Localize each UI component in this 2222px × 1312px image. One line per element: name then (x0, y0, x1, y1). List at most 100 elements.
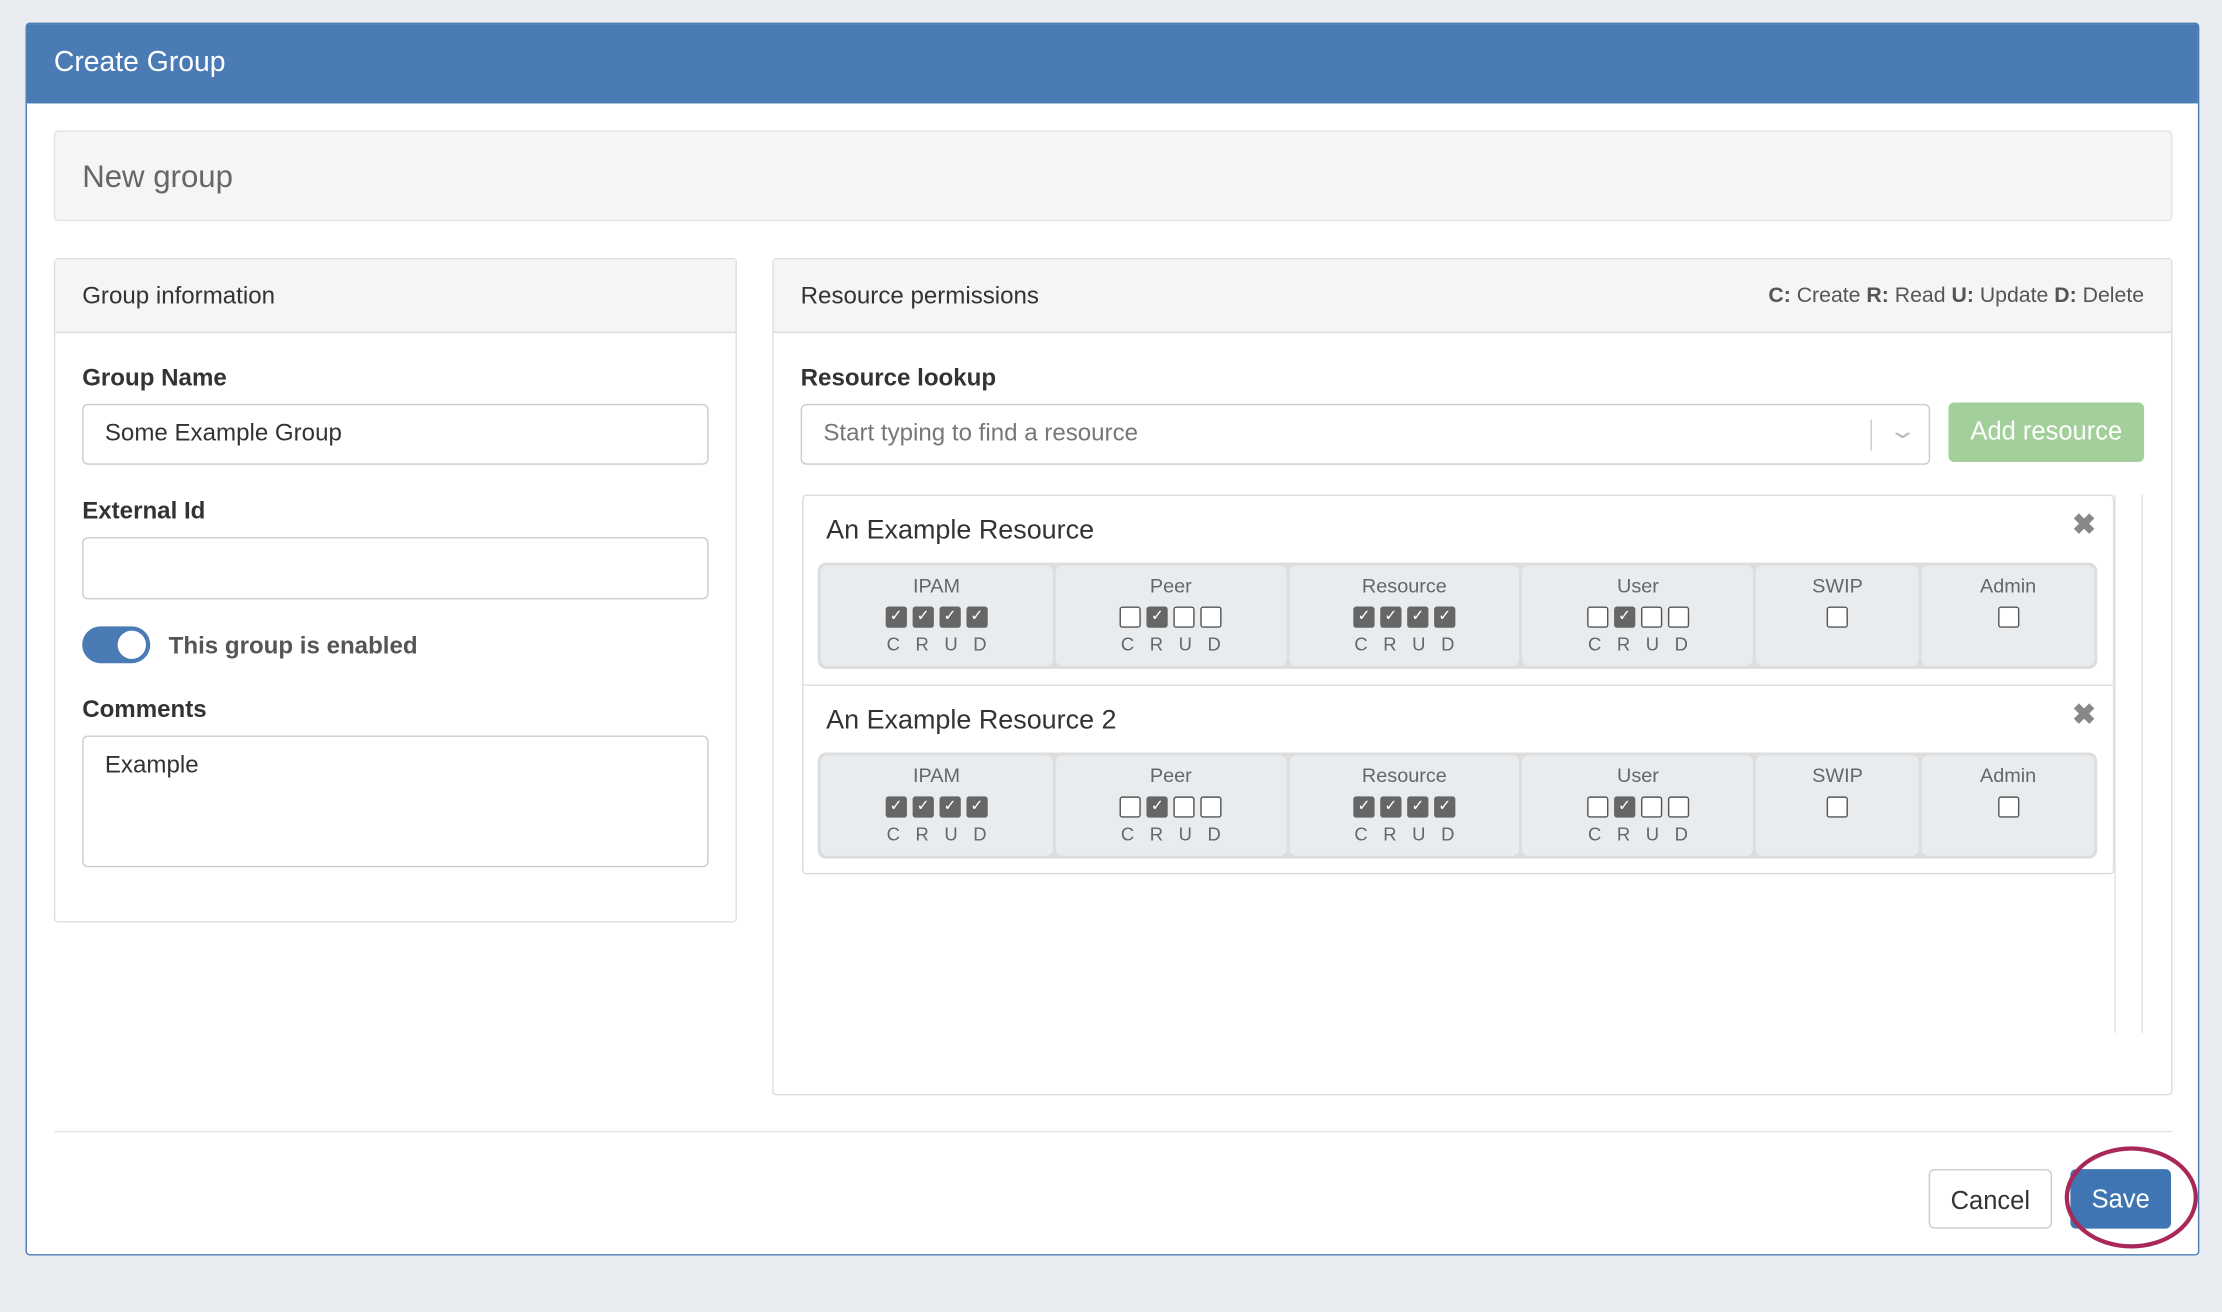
permission-checkbox[interactable]: ✓ (1353, 796, 1375, 818)
permission-checkbox[interactable] (1640, 606, 1663, 628)
legend-key: R: (1866, 283, 1889, 308)
permission-group-admin: Admin (1921, 755, 2095, 856)
permission-checkbox[interactable] (1586, 796, 1609, 818)
permission-checkbox[interactable]: ✓ (1380, 796, 1402, 818)
crud-letter: U (1645, 823, 1660, 845)
permission-group-swip: SWIP (1756, 755, 1919, 856)
chevron-down-icon[interactable]: ⌄ (1886, 419, 1918, 444)
resource-item: An Example Resource ✖ IPAM ✓ ✓ ✓ ✓ C R U D Peer ✓ C R… (803, 496, 2112, 684)
permission-checkbox[interactable]: ✓ (912, 796, 934, 818)
highlight-circle (2064, 1146, 2198, 1249)
page-subtitle: New group (53, 130, 2173, 222)
footer-divider (53, 1130, 2173, 1133)
permission-checkbox[interactable]: ✓ (939, 796, 961, 818)
modal-title: Create Group (26, 24, 2198, 104)
permission-group-ipam: IPAM ✓ ✓ ✓ ✓ C R U D (820, 755, 1053, 856)
permission-group-peer: Peer ✓ C R U D (1055, 755, 1287, 856)
crud-letter: R (1383, 823, 1397, 845)
permission-checkbox[interactable] (1667, 606, 1689, 628)
permission-checkbox[interactable]: ✓ (1613, 796, 1636, 818)
crud-letter: R (1383, 633, 1397, 655)
permission-checkbox[interactable] (1667, 796, 1689, 818)
enabled-toggle[interactable] (82, 626, 151, 664)
permission-group-label: Resource (1361, 573, 1447, 597)
resource-name: An Example Resource (826, 515, 1095, 546)
legend-value: Read (1888, 283, 1952, 308)
crud-letter: U (944, 823, 958, 845)
permission-checkbox[interactable]: ✓ (1407, 606, 1429, 628)
permission-checkbox[interactable] (1119, 606, 1142, 628)
lookup-placeholder: Start typing to find a resource (823, 419, 1139, 447)
permission-group-swip: SWIP (1756, 565, 1919, 667)
crud-letter: D (973, 823, 987, 845)
external-id-label: External Id (82, 497, 206, 525)
permission-checkbox[interactable]: ✓ (885, 796, 907, 818)
comments-textarea[interactable]: Example (82, 735, 709, 868)
legend-key: D: (2054, 283, 2077, 308)
legend-value: Update (1973, 283, 2055, 308)
permission-checkbox[interactable]: ✓ (1434, 606, 1456, 628)
permission-checkbox[interactable] (1826, 796, 1849, 818)
crud-letter: R (1616, 633, 1631, 655)
scrollbar[interactable] (2114, 494, 2143, 1034)
permission-checkbox[interactable] (1173, 796, 1195, 818)
permission-checkbox[interactable]: ✓ (1434, 796, 1456, 818)
permission-checkbox[interactable] (1640, 796, 1663, 818)
permission-group-ipam: IPAM ✓ ✓ ✓ ✓ C R U D (820, 565, 1053, 667)
comments-label: Comments (82, 695, 207, 723)
legend-key: U: (1951, 283, 1974, 308)
permission-checkbox[interactable]: ✓ (1353, 606, 1375, 628)
panel-heading: Resource permissions C: Create R: Read U… (773, 259, 2171, 334)
permission-group-label: Peer (1149, 573, 1192, 597)
permission-checkbox[interactable] (1173, 606, 1195, 628)
permission-checkbox[interactable]: ✓ (1146, 606, 1169, 628)
permission-checkbox[interactable]: ✓ (1380, 606, 1402, 628)
permission-group-label: User (1616, 573, 1659, 597)
external-id-input[interactable] (82, 537, 709, 600)
permission-group-label: IPAM (913, 763, 961, 787)
permission-group-resource: Resource ✓ ✓ ✓ ✓ C R U D (1289, 565, 1520, 667)
permission-checkbox[interactable]: ✓ (912, 606, 934, 628)
crud-letter: D (973, 633, 987, 655)
crud-letter: C (886, 823, 900, 845)
permission-checkbox[interactable] (1826, 606, 1849, 628)
permission-checkbox[interactable]: ✓ (966, 606, 988, 628)
permission-checkbox[interactable]: ✓ (966, 796, 988, 818)
permission-checkbox[interactable] (1997, 796, 2019, 818)
permission-group-label: User (1616, 763, 1659, 787)
crud-letter: R (1616, 823, 1631, 845)
crud-letter: U (1645, 633, 1660, 655)
permission-group-label: IPAM (913, 573, 961, 597)
crud-letter: U (1412, 823, 1426, 845)
crud-letter: C (1120, 633, 1135, 655)
permission-checkbox[interactable] (1586, 606, 1609, 628)
crud-letter: C (1587, 823, 1602, 845)
legend-value: Create (1790, 283, 1867, 308)
permission-checkbox[interactable]: ✓ (1613, 606, 1636, 628)
permission-group-user: User ✓ C R U D (1522, 565, 1754, 667)
resource-lookup-select[interactable]: Start typing to find a resource ⌄ (800, 403, 1931, 465)
remove-resource-icon[interactable]: ✖ (2072, 510, 2096, 542)
permission-checkbox[interactable] (1200, 606, 1222, 628)
group-name-input[interactable]: Some Example Group (82, 403, 709, 465)
crud-letter: D (1207, 823, 1221, 845)
permission-checkbox[interactable]: ✓ (939, 606, 961, 628)
permission-checkbox[interactable]: ✓ (1407, 796, 1429, 818)
add-resource-button[interactable]: Add resource (1948, 402, 2145, 462)
permission-checkbox[interactable]: ✓ (1146, 796, 1169, 818)
crud-letter: D (1207, 633, 1221, 655)
permission-checkbox[interactable]: ✓ (885, 606, 907, 628)
permission-group-admin: Admin (1921, 565, 2095, 667)
permission-checkbox[interactable] (1997, 606, 2019, 628)
permission-group-label: Admin (1979, 573, 2037, 597)
crud-letter: R (1149, 823, 1164, 845)
group-information-panel: Group information Group Name Some Exampl… (53, 257, 737, 923)
permission-checkbox[interactable] (1119, 796, 1142, 818)
permission-checkbox[interactable] (1200, 796, 1222, 818)
resource-list: An Example Resource ✖ IPAM ✓ ✓ ✓ ✓ C R U D Peer ✓ C R… (802, 494, 2115, 875)
crud-letter: D (1674, 823, 1688, 845)
permission-group-user: User ✓ C R U D (1522, 755, 1754, 856)
cancel-button[interactable]: Cancel (1928, 1169, 2052, 1229)
remove-resource-icon[interactable]: ✖ (2072, 700, 2096, 732)
permission-group-peer: Peer ✓ C R U D (1055, 565, 1287, 667)
